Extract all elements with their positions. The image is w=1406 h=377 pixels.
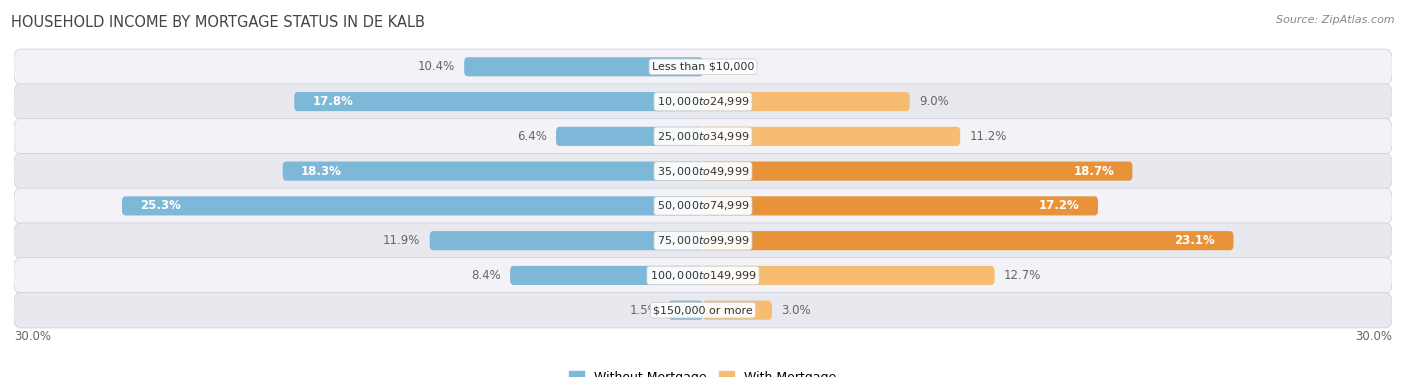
Text: 1.5%: 1.5% <box>630 304 659 317</box>
FancyBboxPatch shape <box>703 162 1132 181</box>
FancyBboxPatch shape <box>464 57 703 77</box>
FancyBboxPatch shape <box>430 231 703 250</box>
Text: 0.0%: 0.0% <box>713 60 742 73</box>
FancyBboxPatch shape <box>703 92 910 111</box>
Text: $100,000 to $149,999: $100,000 to $149,999 <box>650 269 756 282</box>
Text: 6.4%: 6.4% <box>517 130 547 143</box>
Text: 9.0%: 9.0% <box>920 95 949 108</box>
Text: 17.8%: 17.8% <box>312 95 353 108</box>
FancyBboxPatch shape <box>703 266 994 285</box>
FancyBboxPatch shape <box>669 300 703 320</box>
FancyBboxPatch shape <box>14 293 1392 328</box>
Text: $35,000 to $49,999: $35,000 to $49,999 <box>657 165 749 178</box>
Text: $10,000 to $24,999: $10,000 to $24,999 <box>657 95 749 108</box>
FancyBboxPatch shape <box>703 231 1233 250</box>
FancyBboxPatch shape <box>14 119 1392 154</box>
FancyBboxPatch shape <box>555 127 703 146</box>
FancyBboxPatch shape <box>294 92 703 111</box>
Text: 30.0%: 30.0% <box>1355 330 1392 343</box>
FancyBboxPatch shape <box>283 162 703 181</box>
FancyBboxPatch shape <box>14 258 1392 293</box>
Text: HOUSEHOLD INCOME BY MORTGAGE STATUS IN DE KALB: HOUSEHOLD INCOME BY MORTGAGE STATUS IN D… <box>11 15 425 30</box>
Text: 10.4%: 10.4% <box>418 60 456 73</box>
FancyBboxPatch shape <box>703 300 772 320</box>
Text: $25,000 to $34,999: $25,000 to $34,999 <box>657 130 749 143</box>
FancyBboxPatch shape <box>703 127 960 146</box>
Text: $150,000 or more: $150,000 or more <box>654 305 752 315</box>
Text: 11.2%: 11.2% <box>969 130 1007 143</box>
Text: 18.7%: 18.7% <box>1073 165 1114 178</box>
FancyBboxPatch shape <box>14 223 1392 258</box>
Text: Source: ZipAtlas.com: Source: ZipAtlas.com <box>1277 15 1395 25</box>
Text: 25.3%: 25.3% <box>141 199 181 212</box>
Text: $50,000 to $74,999: $50,000 to $74,999 <box>657 199 749 212</box>
FancyBboxPatch shape <box>14 84 1392 119</box>
Text: 12.7%: 12.7% <box>1004 269 1042 282</box>
Text: $75,000 to $99,999: $75,000 to $99,999 <box>657 234 749 247</box>
Text: 23.1%: 23.1% <box>1174 234 1215 247</box>
Text: Less than $10,000: Less than $10,000 <box>652 62 754 72</box>
FancyBboxPatch shape <box>14 153 1392 189</box>
Legend: Without Mortgage, With Mortgage: Without Mortgage, With Mortgage <box>564 366 842 377</box>
Text: 11.9%: 11.9% <box>384 234 420 247</box>
Text: 30.0%: 30.0% <box>14 330 51 343</box>
FancyBboxPatch shape <box>510 266 703 285</box>
FancyBboxPatch shape <box>122 196 703 215</box>
Text: 17.2%: 17.2% <box>1039 199 1080 212</box>
Text: 3.0%: 3.0% <box>782 304 811 317</box>
Text: 18.3%: 18.3% <box>301 165 342 178</box>
FancyBboxPatch shape <box>14 49 1392 84</box>
FancyBboxPatch shape <box>703 196 1098 215</box>
Text: 8.4%: 8.4% <box>471 269 501 282</box>
FancyBboxPatch shape <box>14 188 1392 224</box>
